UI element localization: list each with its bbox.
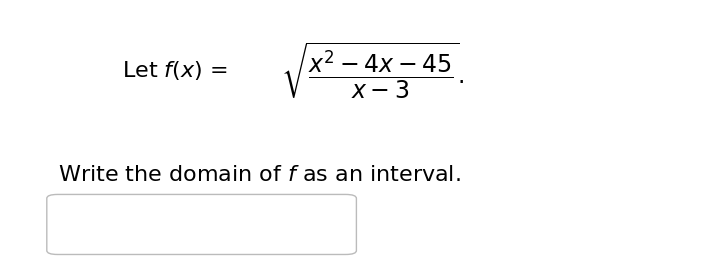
Text: Write the domain of $f$ as an interval.: Write the domain of $f$ as an interval. [58, 165, 460, 185]
FancyBboxPatch shape [47, 194, 356, 254]
Text: $\sqrt{\dfrac{x^2 - 4x - 45}{x - 3}}$.: $\sqrt{\dfrac{x^2 - 4x - 45}{x - 3}}$. [281, 40, 464, 100]
Text: Let $f(x)$ =: Let $f(x)$ = [122, 59, 228, 82]
